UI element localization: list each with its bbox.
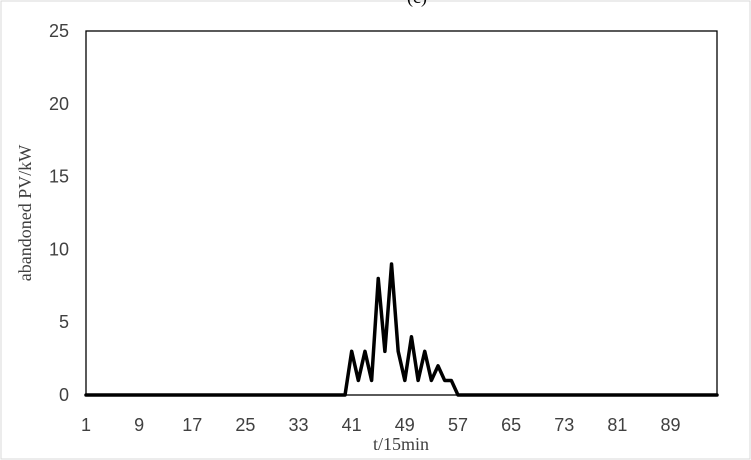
x-tick-label: 81 xyxy=(607,415,627,435)
y-tick-label: 10 xyxy=(49,239,69,259)
data-points xyxy=(86,264,717,395)
y-tick-label: 15 xyxy=(49,167,69,187)
y-axis-title: abandoned PV/kW xyxy=(15,145,35,281)
x-tick-label: 57 xyxy=(448,415,468,435)
x-tick-label: 49 xyxy=(395,415,415,435)
x-tick-label: 9 xyxy=(134,415,144,435)
y-tick-label: 5 xyxy=(59,312,69,332)
x-axis-ticks: 1 9 17 25 33 41 49 57 65 73 81 89 xyxy=(81,415,681,435)
x-tick-label: 41 xyxy=(342,415,362,435)
x-tick-label: 89 xyxy=(660,415,680,435)
x-tick-label: 25 xyxy=(235,415,255,435)
y-tick-label: 20 xyxy=(49,94,69,114)
x-tick-label: 1 xyxy=(81,415,91,435)
series-line xyxy=(84,262,719,397)
x-tick-label: 73 xyxy=(554,415,574,435)
x-tick-label: 33 xyxy=(289,415,309,435)
y-tick-label: 0 xyxy=(59,385,69,405)
x-axis-title: t/15min xyxy=(373,434,429,454)
x-tick-label: 17 xyxy=(182,415,202,435)
plot-area-frame xyxy=(85,30,718,396)
chart-title: (c) xyxy=(407,0,427,8)
y-tick-label: 25 xyxy=(49,21,69,41)
x-tick-label: 65 xyxy=(501,415,521,435)
y-axis-ticks: 0 5 10 15 20 25 xyxy=(49,21,69,405)
